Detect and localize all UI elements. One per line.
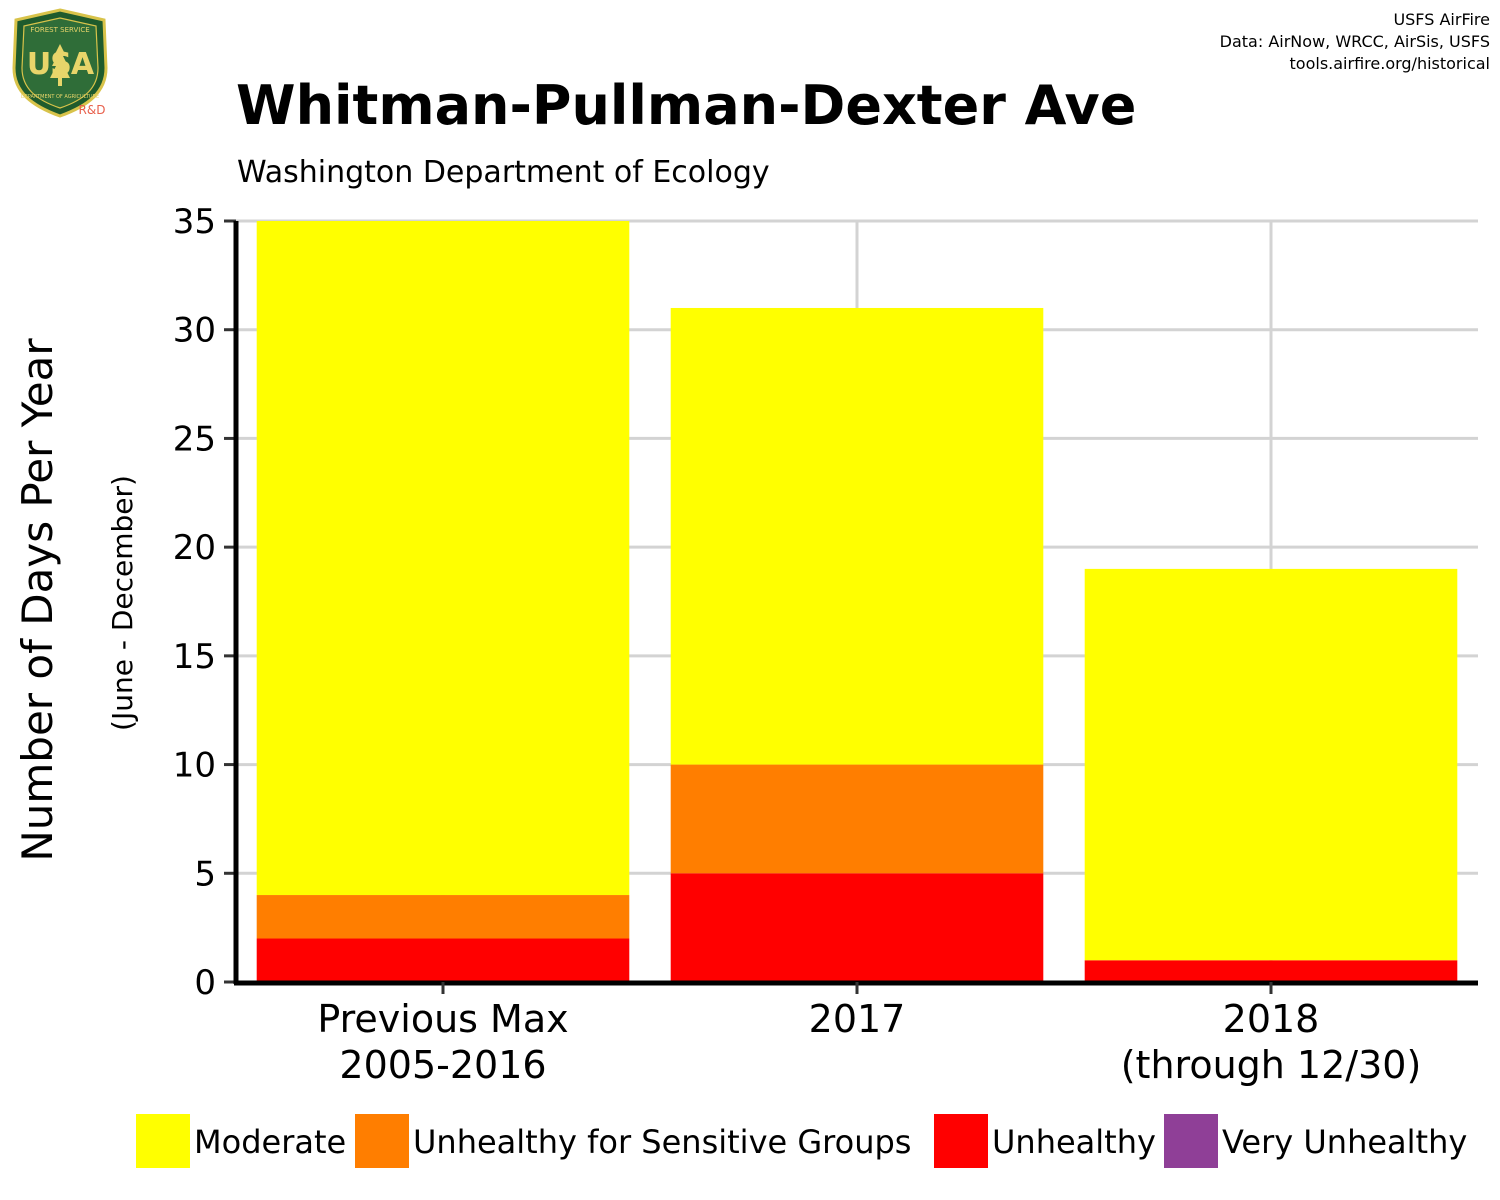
- legend-label: Moderate: [194, 1123, 346, 1161]
- logo-top-text: FOREST SERVICE: [30, 26, 89, 34]
- bar-segment-unhealthy-for-sensitive-groups: [256, 895, 630, 939]
- x-tick-label: 2018: [1223, 997, 1320, 1041]
- credits-block: USFS AirFire Data: AirNow, WRCC, AirSis,…: [1220, 9, 1490, 75]
- y-tick-label: 25: [173, 419, 216, 459]
- bar-segment-moderate: [1084, 568, 1458, 961]
- x-tick-label: Previous Max: [317, 997, 568, 1041]
- legend-label: Unhealthy: [992, 1123, 1156, 1161]
- legend-swatch: [934, 1114, 988, 1168]
- y-axis-label: Number of Days Per Year: [13, 338, 62, 862]
- bar-segment-unhealthy: [1084, 960, 1458, 982]
- legend-label: Unhealthy for Sensitive Groups: [413, 1123, 911, 1161]
- credit-line: Data: AirNow, WRCC, AirSis, USFS: [1219, 32, 1490, 51]
- x-tick-label: 2005-2016: [339, 1043, 546, 1087]
- y-tick-label: 30: [173, 311, 216, 351]
- legend-swatch: [1164, 1114, 1218, 1168]
- logo-rd-tag: R&D: [79, 103, 106, 117]
- y-tick-label: 20: [173, 528, 216, 568]
- y-tick-label: 35: [173, 202, 216, 242]
- legend: Moderate Unhealthy for Sensitive Groups Un…: [136, 1114, 1467, 1168]
- bar-segment-unhealthy: [670, 873, 1044, 982]
- bar-segment-unhealthy: [256, 938, 630, 982]
- chart-subtitle: Washington Department of Ecology: [237, 155, 770, 190]
- legend-swatch: [136, 1114, 190, 1168]
- x-tick-label: (through 12/30): [1121, 1043, 1422, 1087]
- chart-title: Whitman-Pullman-Dexter Ave: [236, 74, 1137, 137]
- usfs-shield-logo: FOREST SERVICE USA DEPARTMENT OF AGRICUL…: [12, 8, 108, 118]
- y-tick-label: 10: [173, 746, 216, 786]
- legend-swatch: [355, 1114, 409, 1168]
- y-tick-label: 0: [194, 963, 216, 1003]
- legend-label: Very Unhealthy: [1222, 1123, 1467, 1161]
- y-axis-sublabel: (June - December): [106, 475, 139, 731]
- logo-bottom-text: DEPARTMENT OF AGRICULTURE: [21, 94, 99, 100]
- y-tick-label: 15: [173, 637, 216, 677]
- bar-segment-moderate: [670, 307, 1044, 765]
- credit-line: tools.airfire.org/historical: [1289, 54, 1490, 73]
- credit-line: USFS AirFire: [1393, 10, 1490, 29]
- bars: [256, 221, 1458, 982]
- bar-segment-moderate: [256, 221, 630, 896]
- x-tick-label: 2017: [809, 997, 906, 1041]
- bar-segment-unhealthy-for-sensitive-groups: [670, 764, 1044, 874]
- y-tick-label: 5: [194, 854, 216, 894]
